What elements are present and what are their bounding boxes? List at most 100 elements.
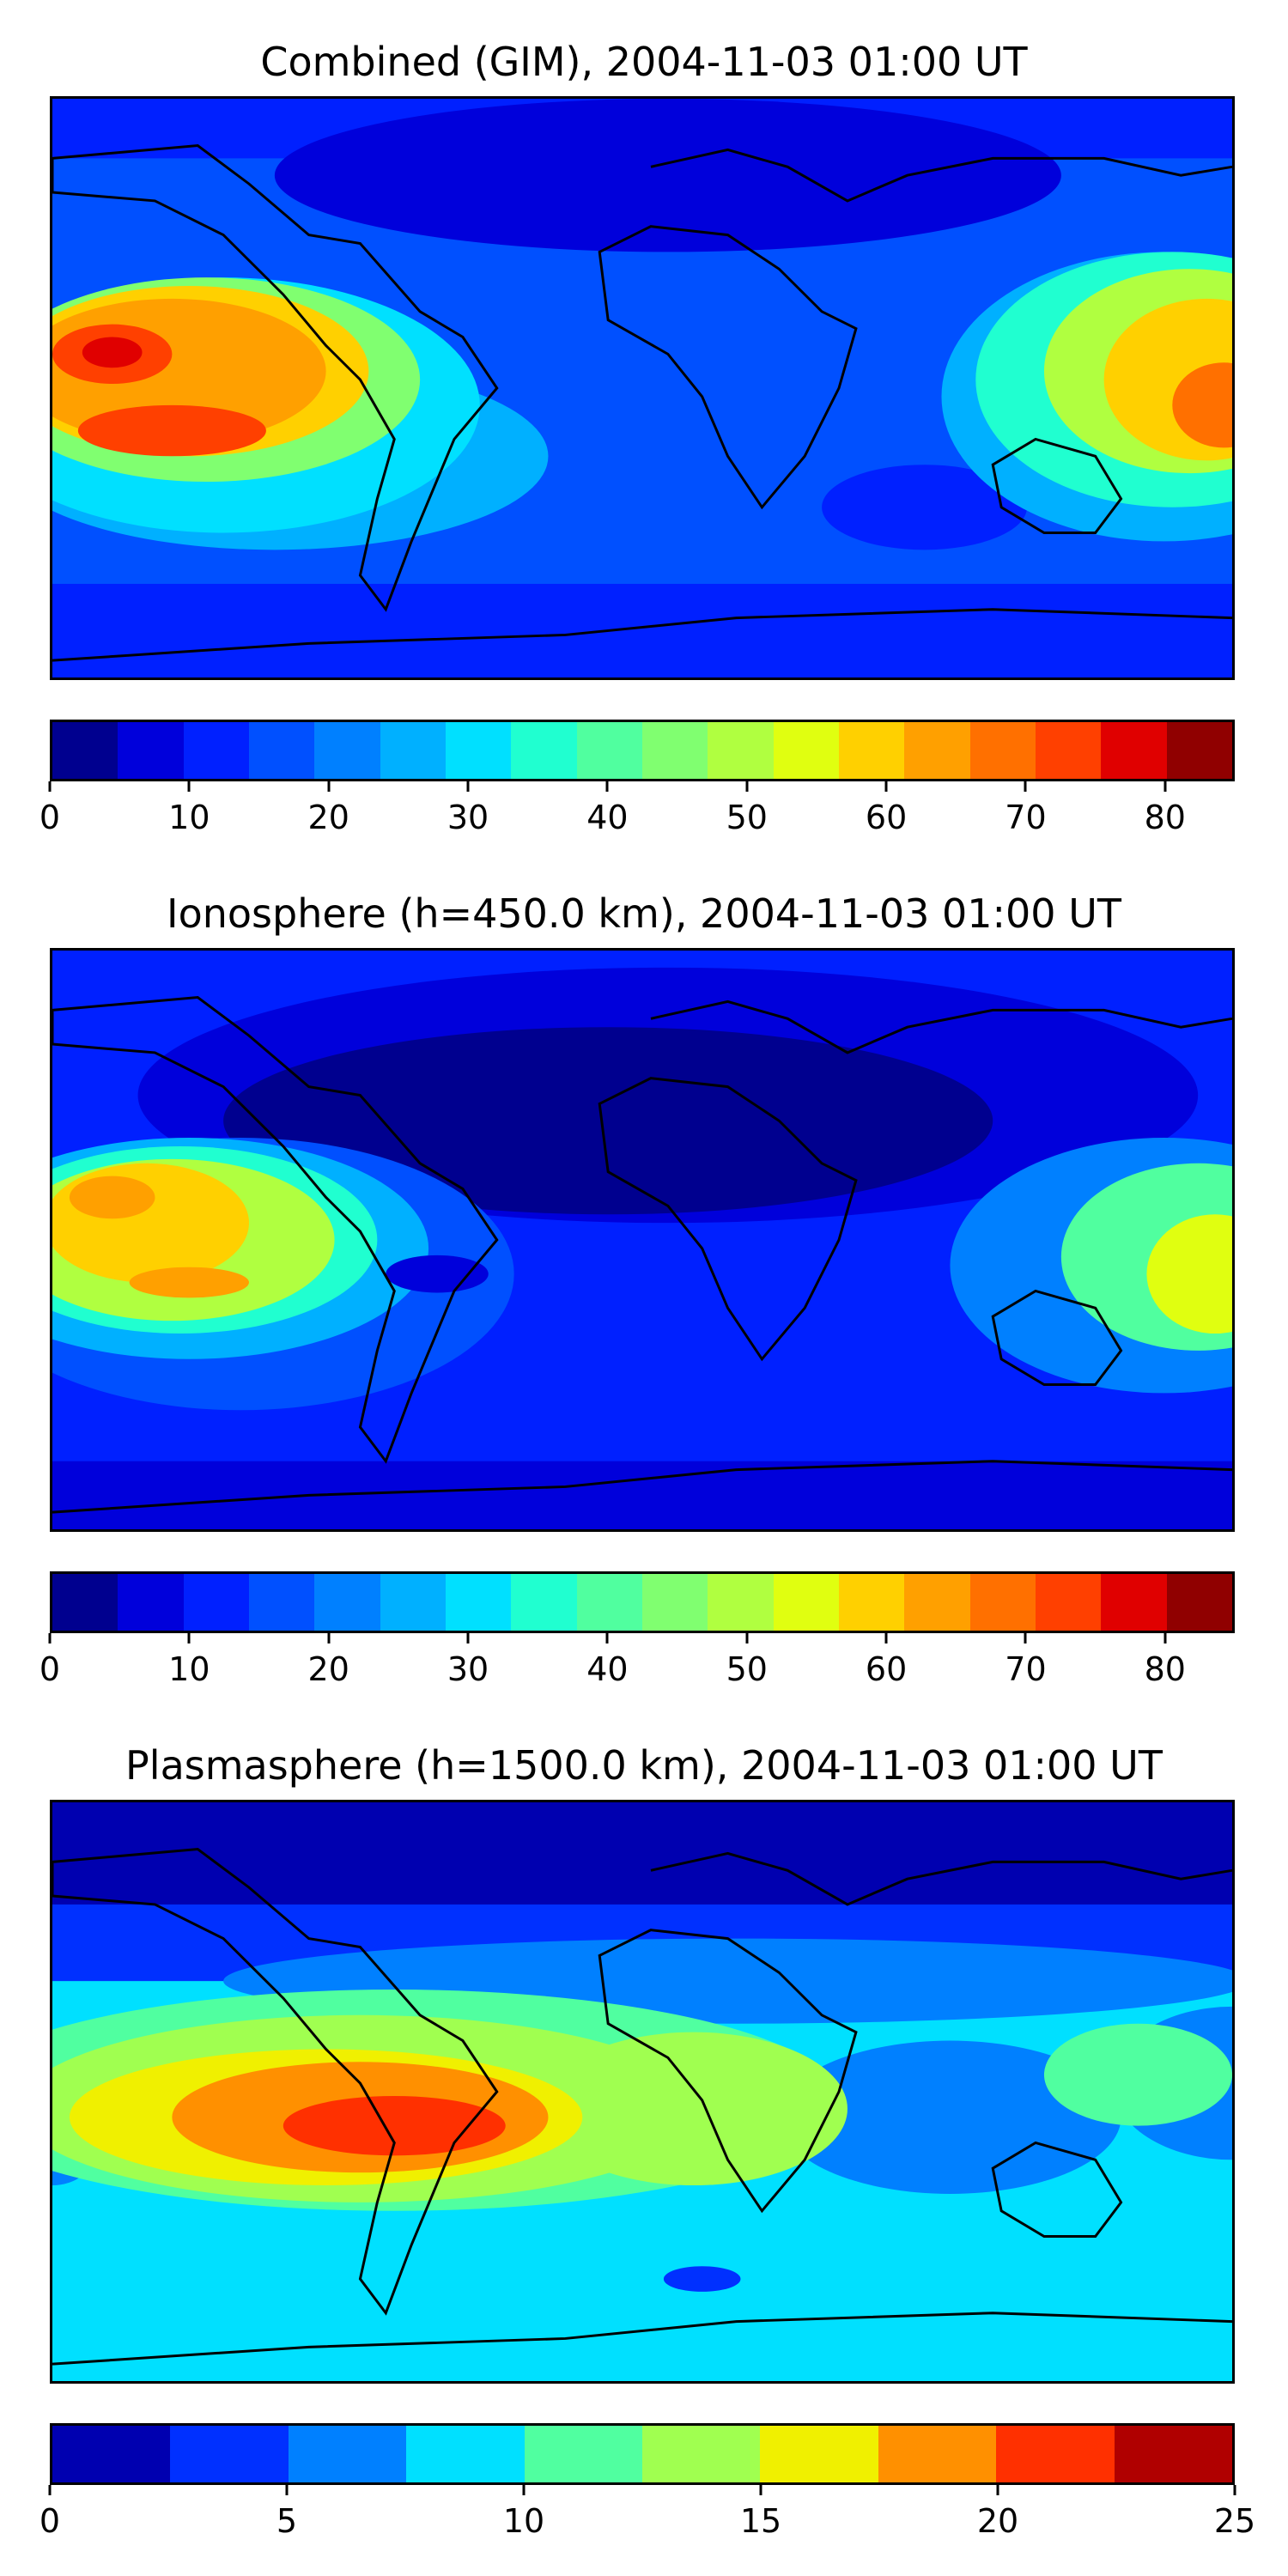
- colorbar-tick-label: 10: [168, 1650, 210, 1688]
- colorbar-segment: [183, 722, 249, 779]
- colorbar-tick: [466, 781, 470, 792]
- colorbar-segment: [52, 2426, 171, 2482]
- colorbar-tick: [48, 781, 52, 792]
- colorbar-tick-label: 50: [726, 799, 768, 836]
- colorbar-segment: [52, 722, 118, 779]
- colorbar-tick: [1233, 2485, 1236, 2495]
- colorbar-tick-label: 40: [586, 799, 629, 836]
- colorbar-tick: [605, 781, 609, 792]
- colorbar-ticks-ionosphere: 0 10 20 30 40 50 60 70 80: [39, 1633, 1235, 1688]
- colorbar-segment: [708, 722, 774, 779]
- colorbar-segment: [183, 1574, 249, 1631]
- colorbar-tick: [522, 2485, 526, 2495]
- colorbar-tick-label: 70: [1005, 1650, 1047, 1688]
- colorbar-tick: [1163, 781, 1167, 792]
- tec-map-ionosphere: [52, 951, 1232, 1529]
- colorbar-tick-label: 10: [168, 799, 210, 836]
- colorbar-segment: [118, 722, 184, 779]
- colorbar-segment: [969, 1574, 1036, 1631]
- colorbar-segment: [708, 1574, 774, 1631]
- colorbar-tick: [187, 1633, 191, 1643]
- colorbar-segment: [838, 722, 905, 779]
- colorbar-tick: [996, 2485, 999, 2495]
- colorbar-segment: [773, 1574, 839, 1631]
- colorbar-segment: [576, 722, 642, 779]
- colorbar-tick: [187, 781, 191, 792]
- colorbar-segment: [904, 722, 970, 779]
- colorbar-tick: [48, 1633, 52, 1643]
- map-plasmasphere: [50, 1800, 1235, 2384]
- tec-map-combined: [52, 99, 1232, 677]
- panel-title: Combined (GIM), 2004-11-03 01:00 UT: [260, 39, 1028, 85]
- colorbar-tick-label: 20: [976, 2502, 1019, 2540]
- colorbar-segment: [641, 722, 708, 779]
- colorbar-tick: [605, 1633, 609, 1643]
- colorbar-ticks-combined: 0 10 20 30 40 50 60 70 80: [39, 781, 1235, 836]
- colorbar-segment: [1035, 1574, 1102, 1631]
- colorbar-segment: [996, 2426, 1115, 2482]
- colorbar-segment: [760, 2426, 878, 2482]
- colorbar-tick: [48, 2485, 52, 2495]
- colorbar-segment: [1035, 722, 1102, 779]
- tec-map-plasmasphere: [52, 1802, 1232, 2381]
- colorbar-segment: [380, 1574, 446, 1631]
- colorbar-tick: [745, 781, 749, 792]
- colorbar-segment: [878, 2426, 997, 2482]
- colorbar-segment: [511, 1574, 577, 1631]
- colorbar-segment: [969, 722, 1036, 779]
- colorbar-tick: [745, 1633, 749, 1643]
- colorbar-tick-label: 10: [502, 2502, 545, 2540]
- colorbar-tick-label: 60: [865, 799, 908, 836]
- colorbar-tick-label: 0: [39, 799, 61, 836]
- colorbar-segment: [288, 2426, 407, 2482]
- colorbar-tick: [884, 1633, 888, 1643]
- colorbar-tick-label: 50: [726, 1650, 768, 1688]
- colorbar-tick-label: 0: [39, 2502, 61, 2540]
- colorbar-tick: [327, 781, 331, 792]
- colorbar-segment: [1114, 2426, 1233, 2482]
- colorbar-tick: [466, 1633, 470, 1643]
- colorbar-tick: [285, 2485, 289, 2495]
- panel-title: Plasmasphere (h=1500.0 km), 2004-11-03 0…: [125, 1742, 1163, 1789]
- colorbar-segment: [1101, 1574, 1167, 1631]
- colorbar-tick-label: 40: [586, 1650, 629, 1688]
- colorbar-tick: [1024, 781, 1027, 792]
- colorbar-tick: [1024, 1633, 1027, 1643]
- colorbar-tick: [884, 781, 888, 792]
- colorbar-tick: [1163, 1633, 1167, 1643]
- colorbar-combined: [50, 720, 1235, 781]
- colorbar-tick: [759, 2485, 762, 2495]
- colorbar-segment: [1101, 722, 1167, 779]
- colorbar-segment: [380, 722, 446, 779]
- colorbar-tick-label: 20: [307, 799, 349, 836]
- colorbar-tick-label: 70: [1005, 799, 1047, 836]
- colorbar-ticks-plasmasphere: 0 5 10 15 20 25: [39, 2485, 1255, 2540]
- colorbar-tick-label: 30: [447, 799, 489, 836]
- colorbar-segment: [641, 1574, 708, 1631]
- colorbar-tick-label: 60: [865, 1650, 908, 1688]
- colorbar-segment: [576, 1574, 642, 1631]
- colorbar-tick-label: 30: [447, 1650, 489, 1688]
- colorbar-tick-label: 80: [1144, 1650, 1186, 1688]
- colorbar-segment: [904, 1574, 970, 1631]
- colorbar-tick-label: 80: [1144, 799, 1186, 836]
- panel-title: Ionosphere (h=450.0 km), 2004-11-03 01:0…: [167, 890, 1121, 937]
- colorbar-segment: [642, 2426, 761, 2482]
- colorbar-tick-label: 25: [1213, 2502, 1256, 2540]
- colorbar-segment: [248, 722, 315, 779]
- colorbar-tick-label: 5: [276, 2502, 298, 2540]
- colorbar-tick-label: 0: [39, 1650, 61, 1688]
- colorbar-segment: [406, 2426, 525, 2482]
- colorbar-segment: [445, 1574, 512, 1631]
- colorbar-segment: [52, 1574, 118, 1631]
- map-combined: [50, 96, 1235, 680]
- colorbar-segment: [314, 722, 380, 779]
- colorbar-segment: [248, 1574, 315, 1631]
- colorbar-tick: [327, 1633, 331, 1643]
- colorbar-segment: [445, 722, 512, 779]
- colorbar-segment: [118, 1574, 184, 1631]
- map-ionosphere: [50, 948, 1235, 1532]
- colorbar-segment: [1166, 722, 1232, 779]
- colorbar-segment: [511, 722, 577, 779]
- colorbar-segment: [838, 1574, 905, 1631]
